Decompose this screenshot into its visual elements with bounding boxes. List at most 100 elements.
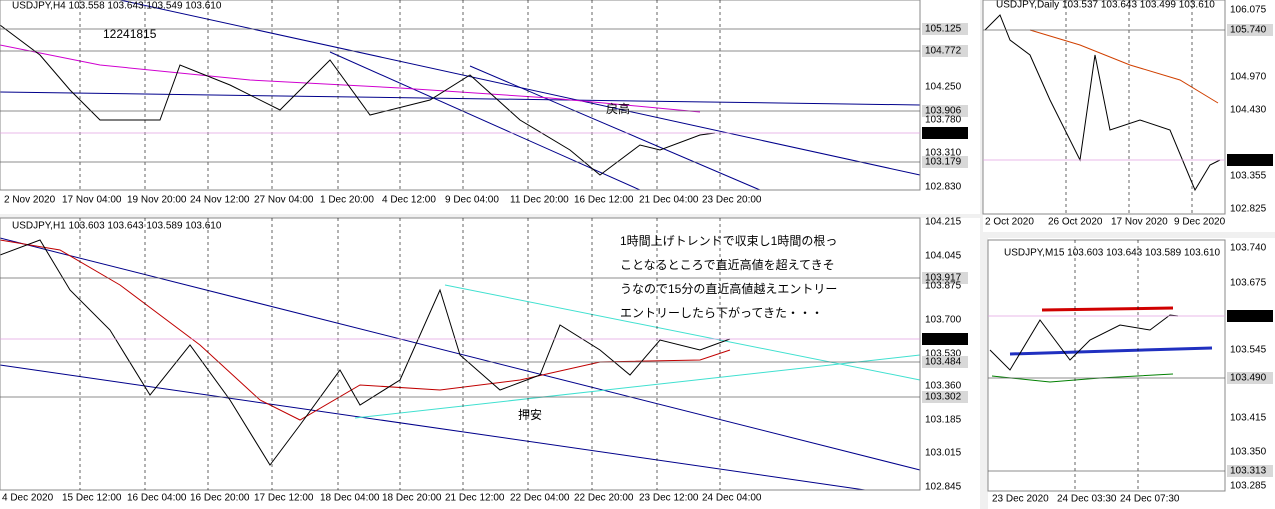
price-label: 103.015 <box>925 448 962 459</box>
price-label: 103.675 <box>1230 278 1267 289</box>
price-label: 104.250 <box>925 82 962 93</box>
price-line <box>0 239 731 466</box>
level-box <box>1227 372 1273 384</box>
level-box <box>922 391 968 403</box>
time-label: 24 Nov 12:00 <box>190 195 250 206</box>
price-label: 103.313 <box>1230 466 1267 477</box>
price-label: 103.780 <box>925 115 962 126</box>
h4-panel <box>0 0 980 214</box>
panel-header: USDJPY,Daily 103.537 103.643 103.499 103… <box>996 0 1215 11</box>
current-price-box <box>922 333 968 345</box>
time-label: 22 Dec 20:00 <box>574 493 634 504</box>
panel-header: USDJPY,H1 103.603 103.643 103.589 103.61… <box>12 221 222 232</box>
time-label: 9 Dec 04:00 <box>445 195 499 206</box>
price-label: 102.825 <box>1230 204 1267 215</box>
annotation: 12241815 <box>103 27 157 41</box>
time-label: 2 Nov 2020 <box>4 195 56 206</box>
time-label: 11 Dec 20:00 <box>510 195 569 206</box>
time-label: 17 Dec 12:00 <box>254 493 314 504</box>
price-label: 103.530 <box>925 349 962 360</box>
time-label: 19 Nov 20:00 <box>127 195 187 206</box>
price-label: 102.830 <box>925 182 962 193</box>
price-label: 103.740 <box>1230 243 1267 254</box>
time-label: 22 Dec 04:00 <box>510 493 570 504</box>
annotation: 押安 <box>518 407 542 422</box>
time-label: 24 Dec 04:00 <box>702 493 762 504</box>
price-label: 104.215 <box>925 217 962 228</box>
chart-frame <box>987 239 1226 492</box>
price-label: 104.430 <box>1230 105 1267 116</box>
annotation: ことなるところで直近高値を超えてきそ <box>620 257 835 272</box>
chart-frame <box>0 0 921 191</box>
current-price-box <box>922 127 968 139</box>
time-label: 16 Dec 04:00 <box>127 493 187 504</box>
high-line <box>1041 306 1174 312</box>
panel-header: USDJPY,H4 103.558 103.643 103.549 103.61… <box>12 1 222 12</box>
price-label: 103.700 <box>925 315 962 326</box>
price-line <box>0 24 716 176</box>
time-label: 16 Dec 12:00 <box>574 195 634 206</box>
price-label: 103.310 <box>925 148 962 159</box>
time-label: 17 Nov 2020 <box>1111 217 1168 228</box>
price-label: 104.772 <box>925 46 962 57</box>
price-label: 103.360 <box>925 381 962 392</box>
price-label: 103.917 <box>925 273 962 284</box>
price-label: 103.179 <box>925 157 962 168</box>
current-price-box <box>1227 154 1273 166</box>
time-label: 4 Dec 2020 <box>2 493 54 504</box>
time-label: 18 Dec 20:00 <box>382 493 442 504</box>
time-label: 21 Dec 04:00 <box>639 195 699 206</box>
time-label: 9 Dec 2020 <box>1174 217 1226 228</box>
time-label: 26 Oct 2020 <box>1048 217 1103 228</box>
time-label: 23 Dec 20:00 <box>702 195 762 206</box>
price-label: 105.740 <box>1230 25 1267 36</box>
drawings <box>0 0 1221 491</box>
price-line <box>989 314 1179 371</box>
h1-panel <box>0 218 980 509</box>
price-label: 103.875 <box>925 281 962 292</box>
price-label: 103.545 <box>1230 345 1267 356</box>
price-label: 103.185 <box>925 415 962 426</box>
price-line <box>984 14 1221 192</box>
time-label: 4 Dec 12:00 <box>382 195 436 206</box>
ma-line <box>1029 29 1219 104</box>
price-label: 104.045 <box>925 251 962 262</box>
time-label: 23 Dec 2020 <box>992 494 1049 505</box>
price-label: 103.302 <box>925 392 962 403</box>
price-label: 103.610 <box>925 128 962 139</box>
trend-line <box>0 91 921 106</box>
level-box <box>1227 24 1273 36</box>
time-label: 24 Dec 07:30 <box>1120 494 1180 505</box>
annotation: うなので15分の直近高値越えエントリー <box>620 281 837 296</box>
price-label: 103.610 <box>925 334 962 345</box>
ma-line <box>0 44 701 113</box>
time-label: 23 Dec 12:00 <box>639 493 699 504</box>
time-label: 2 Oct 2020 <box>985 217 1034 228</box>
price-label: 103.355 <box>1230 171 1267 182</box>
price-label: 103.484 <box>925 357 962 368</box>
level-box <box>922 272 968 284</box>
annotation: 1時間上げトレンドで収束し1時間の根っ <box>620 234 837 248</box>
annotation: 戻高 <box>606 101 630 116</box>
time-label: 27 Nov 04:00 <box>254 195 314 206</box>
level-box <box>922 45 968 57</box>
trend-line <box>469 65 761 191</box>
price-label: 103.610 <box>1230 311 1267 322</box>
time-label: 18 Dec 04:00 <box>320 493 380 504</box>
time-label: 16 Dec 20:00 <box>190 493 250 504</box>
current-price-box <box>1227 310 1273 322</box>
price-label: 103.350 <box>1230 447 1267 458</box>
time-label: 21 Dec 12:00 <box>445 493 505 504</box>
price-label: 103.415 <box>1230 413 1267 424</box>
annotation: エントリーしたら下がってきた・・・ <box>620 305 823 320</box>
time-label: 15 Dec 12:00 <box>62 493 122 504</box>
panel-header: USDJPY,M15 103.603 103.643 103.589 103.6… <box>1004 248 1221 259</box>
trend-line <box>329 51 641 191</box>
price-label: 106.075 <box>1230 5 1267 16</box>
chart-frame <box>0 217 921 491</box>
low-line <box>1009 346 1213 356</box>
trend-line <box>354 354 921 419</box>
level-box <box>1227 465 1273 477</box>
